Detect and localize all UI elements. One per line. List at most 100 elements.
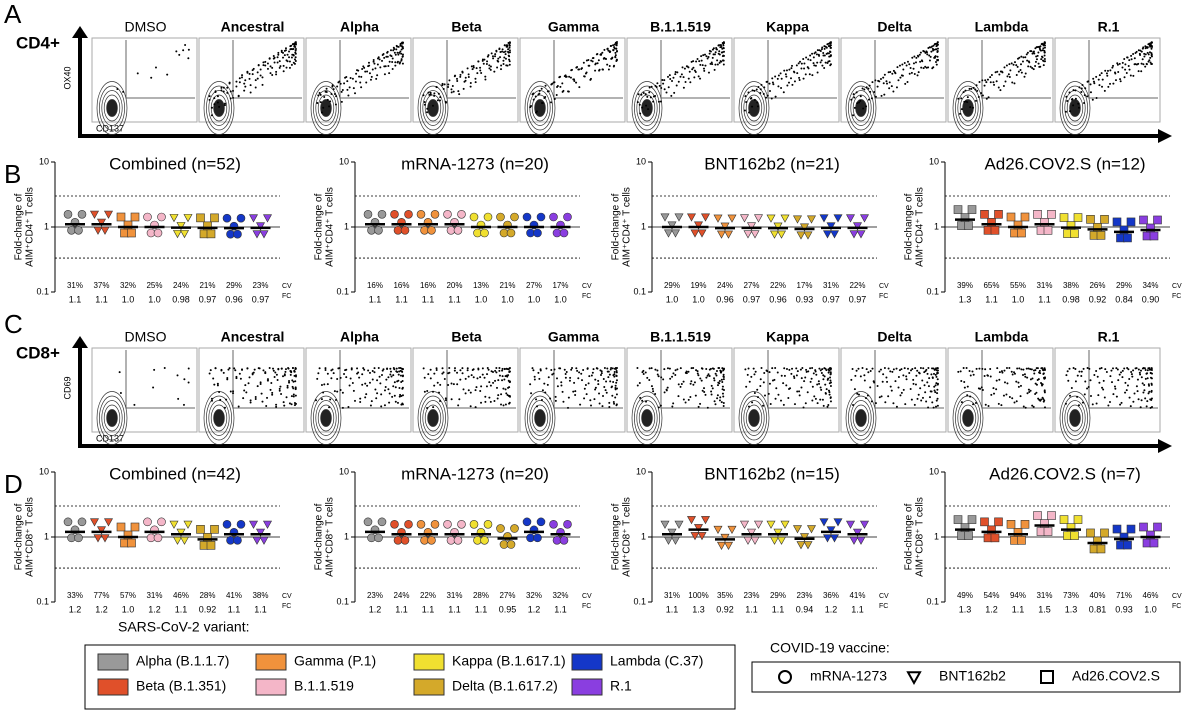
event-dot: [713, 68, 716, 71]
event-dot: [569, 376, 572, 379]
event-dot: [1093, 374, 1096, 377]
event-dot: [356, 367, 359, 370]
event-dot: [1124, 68, 1127, 71]
y-tick-label: 10: [929, 156, 939, 166]
event-dot: [696, 370, 699, 373]
event-dot: [343, 82, 346, 85]
event-dot: [484, 75, 487, 78]
event-dot: [544, 84, 547, 87]
event-dot: [933, 389, 936, 392]
event-dot: [508, 367, 511, 370]
event-dot: [669, 377, 672, 380]
event-dot: [694, 394, 697, 397]
event-dot: [175, 50, 178, 53]
event-dot: [177, 397, 180, 400]
data-point: [1070, 531, 1079, 540]
event-dot: [932, 367, 935, 370]
event-dot: [1037, 397, 1040, 400]
event-dot: [1009, 69, 1012, 72]
event-dot: [712, 53, 715, 56]
event-dot: [993, 392, 996, 395]
event-dot: [549, 397, 552, 400]
data-point: [1112, 217, 1122, 227]
data-point: [803, 231, 813, 240]
event-dot: [768, 371, 771, 374]
event-dot: [456, 77, 459, 80]
data-point: [222, 520, 232, 529]
event-dot: [556, 84, 559, 87]
event-dot: [1141, 58, 1144, 61]
event-dot: [1013, 371, 1016, 374]
event-dot: [823, 67, 826, 70]
event-dot: [442, 371, 445, 374]
event-dot: [652, 100, 655, 103]
event-dot: [453, 367, 456, 370]
event-dot: [901, 63, 904, 66]
data-point: [483, 520, 493, 529]
density-contour: [315, 400, 337, 436]
event-dot: [928, 59, 931, 62]
event-dot: [472, 66, 475, 69]
event-dot: [821, 368, 824, 371]
event-dot: [220, 368, 223, 371]
event-dot: [1147, 53, 1150, 56]
data-point: [483, 212, 493, 222]
event-dot: [213, 97, 216, 100]
event-dot: [292, 387, 295, 390]
event-dot: [987, 405, 990, 408]
event-dot: [384, 385, 387, 388]
fc-value: 1.3: [692, 604, 705, 614]
event-dot: [1147, 43, 1150, 46]
event-dot: [695, 369, 698, 372]
data-point: [453, 536, 463, 545]
event-dot: [576, 369, 579, 372]
event-dot: [971, 370, 974, 373]
cv-value: 40%: [1089, 591, 1105, 600]
event-dot: [378, 375, 381, 378]
event-dot: [398, 51, 401, 54]
data-point: [1020, 212, 1030, 222]
event-dot: [959, 370, 962, 373]
event-dot: [502, 51, 505, 54]
event-dot: [963, 386, 966, 389]
event-dot: [339, 376, 342, 379]
event-dot: [1119, 80, 1122, 83]
event-dot: [294, 48, 297, 51]
event-dot: [226, 91, 229, 94]
y-axis-label: AIM⁺CD8⁺ T cells: [915, 497, 926, 577]
event-dot: [375, 77, 378, 80]
event-dot: [1132, 369, 1135, 372]
event-dot: [768, 82, 771, 85]
event-dot: [1041, 55, 1044, 58]
event-dot: [613, 370, 616, 373]
event-dot: [183, 378, 186, 381]
event-dot: [493, 399, 496, 402]
data-point: [236, 520, 246, 529]
event-dot: [1117, 71, 1120, 74]
event-dot: [935, 375, 938, 378]
event-dot: [827, 371, 830, 374]
event-dot: [427, 91, 430, 94]
y-axis-label: AIM⁺CD8⁺ T cells: [622, 497, 633, 577]
y-tick-label: 0.1: [633, 596, 646, 606]
event-dot: [508, 370, 511, 373]
event-dot: [1106, 74, 1109, 77]
event-dot: [672, 402, 675, 405]
event-dot: [809, 367, 812, 370]
data-point: [496, 212, 505, 222]
event-dot: [253, 368, 256, 371]
legend-label: Lambda (C.37): [610, 653, 703, 669]
event-dot: [654, 392, 657, 395]
event-dot: [292, 48, 295, 51]
fc-value: 1.1: [475, 604, 488, 614]
data-point: [77, 210, 87, 219]
event-dot: [474, 406, 477, 409]
event-dot: [756, 105, 759, 108]
event-dot: [936, 372, 939, 375]
event-dot: [433, 384, 436, 387]
data-point: [1126, 524, 1136, 534]
event-dot: [441, 372, 444, 375]
event-dot: [294, 41, 297, 44]
event-dot: [275, 405, 278, 408]
data-point: [819, 518, 829, 527]
